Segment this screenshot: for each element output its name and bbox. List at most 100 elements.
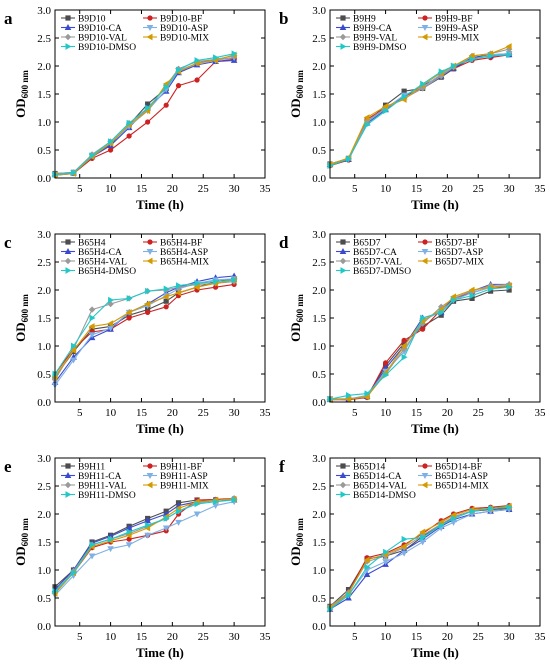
legend-label: B65H4-ASP [160,248,208,258]
x-tick-label: 15 [411,407,423,419]
series-line-dmso [54,279,235,375]
data-point-dmso [145,287,152,295]
y-axis-label-main: OD [288,322,303,342]
data-point-bf [382,360,389,366]
data-point-asp [88,553,96,560]
y-tick-label: 0.5 [312,593,326,605]
x-tick-label: 30 [504,631,516,643]
legend-label: B9D10-BF [160,15,202,25]
data-point-dmso [364,390,371,397]
y-axis-label-main: OD [13,546,28,566]
data-point-dmso [231,496,238,504]
series-line-val [54,281,235,380]
series-line-ctrl [329,507,510,607]
data-point-dmso [469,292,476,299]
y-tick-label: 0.5 [312,369,326,381]
x-tick-label: 5 [352,183,358,195]
data-point-dmso [89,541,96,549]
data-point-dmso [163,285,170,293]
legend-label: B9H9-VAL [353,34,397,44]
y-tick-label: 0.5 [37,369,51,381]
data-point-mix [419,528,426,536]
legend-label: B65D14-VAL [353,482,407,492]
y-tick-label: 1.0 [312,341,326,353]
series-line-dmso [329,286,510,400]
y-axis-label-main: OD [288,98,303,118]
x-axis-label: Time (h) [411,645,459,660]
legend-marker-bf [147,463,153,469]
data-point-bf [194,77,200,83]
data-point-dmso [451,296,457,304]
series-line-ctrl [330,289,510,400]
chart-panel-f: f 0.0 0.5 1.0 1.5 2.0 2.5 3.0 5 10 15 20 25 30 35 B65D1… [279,453,546,660]
data-point-asp [107,546,114,553]
data-point-dmso [401,93,408,101]
data-point-dmso [176,66,182,74]
legend-marker-dmso [65,267,72,274]
data-point-mix [162,293,169,301]
y-tick-label: 1.5 [37,89,51,101]
data-point-asp [193,511,201,518]
data-point-asp [162,525,170,532]
data-point-mix [468,286,475,294]
legend-label: B9D10-CA [78,24,122,34]
series-line-ca [329,54,510,166]
chart-panel-c: c 0.0 0.5 1.0 1.5 2.0 2.5 3.0 5 10 15 20 25 30 35 B65H4… [4,229,271,436]
legend-label: B65H4 [78,239,106,249]
y-tick-label: 3.0 [312,5,326,17]
series-line-ca [54,59,235,175]
plot-frame [54,233,266,403]
series-line-bf [329,54,510,167]
legend-label: B9H11-CA [78,472,122,482]
y-axis-label-sub: 600 nm [20,70,30,99]
legend-label: B65D7 [353,239,381,249]
plot-frame [54,457,266,627]
legend-label: B9D10-VAL [78,34,127,44]
legend-label: B65H4-BF [160,239,202,249]
y-tick-label: 2.0 [37,509,51,521]
data-point-dmso [108,138,115,145]
data-point-bf [107,147,114,153]
plot-frame [329,9,541,179]
data-point-dmso [194,57,201,64]
x-tick-label: 5 [77,631,83,643]
legend-label: B65H4-VAL [78,258,127,268]
series-line-ca [54,499,235,590]
data-point-bf [145,119,151,125]
series-line-dmso [54,499,235,592]
legend-label: B9D10-ASP [160,24,208,34]
legend-label: B9H11-MIX [160,482,209,492]
series-line-val [54,497,235,593]
y-tick-label: 3.0 [312,229,326,241]
series-line-dmso [54,53,235,176]
x-tick-label: 35 [260,631,272,643]
data-point-dmso [108,535,115,543]
legend-marker-ca [64,472,72,479]
y-tick-label: 0.5 [312,145,326,157]
y-tick-label: 2.0 [312,61,326,73]
x-tick-label: 35 [535,183,547,195]
data-point-dmso [346,155,352,163]
data-point-dmso [438,68,445,75]
legend-marker-ca [64,248,72,255]
legend-label: B9H9-DMSO [353,43,406,53]
data-point-mix [345,395,352,403]
series-line-bf [54,58,235,176]
series-line-bf [329,505,510,610]
legend-marker-val [64,33,72,41]
legend-label: B65D14-CA [353,472,402,482]
data-point-bf [145,309,151,315]
data-point-asp [419,539,426,546]
legend-marker-ctrl [340,463,346,469]
y-tick-label: 2.0 [312,509,326,521]
data-point-dmso [71,342,77,350]
data-point-bf [163,102,169,108]
legend-label: B65D14-BF [435,463,482,473]
legend-label: B9H11 [78,463,105,473]
data-point-mix [175,289,182,297]
data-point-mix [363,114,370,121]
